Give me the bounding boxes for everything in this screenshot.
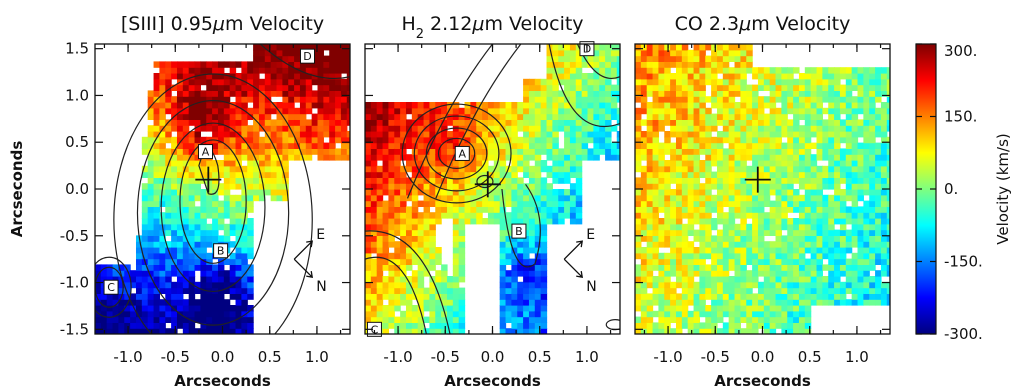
center-cross-mark <box>474 171 501 198</box>
axis-ticks <box>635 44 890 334</box>
velocity-panel-1: A B C D E N -1.0 -0.5 0.0 0.5 1.0 -1.5 -1.0 -0.5 0.0 0.… <box>60 13 351 390</box>
x-tick-label: -1.0 <box>113 348 142 366</box>
compass-east-label: E <box>316 227 325 243</box>
x-tick-label: 1.0 <box>845 348 869 366</box>
velocity-panel-3: -1.0 -0.5 0.0 0.5 1.0 Arcseconds CO 2.3μm Velo… <box>634 13 891 390</box>
y-tick-label: -1.0 <box>60 274 89 292</box>
colorbar-label: Velocity (km/s) <box>994 133 1012 244</box>
axis-ticks <box>95 44 350 334</box>
region-label-a: A <box>454 145 470 161</box>
velocity-map <box>95 44 350 334</box>
x-tick-label: 0.0 <box>751 348 775 366</box>
region-label-b: B <box>213 243 229 259</box>
region-label-d: D <box>300 48 315 64</box>
compass-east-label: E <box>586 227 595 243</box>
region-label-text: C <box>107 281 115 294</box>
x-tick-label: 0.0 <box>211 348 235 366</box>
x-tick-label: -0.5 <box>161 348 190 366</box>
y-axis-label: Arcseconds <box>8 141 26 238</box>
colorbar-tick-label: -300. <box>944 325 983 343</box>
x-tick-label: -1.0 <box>383 348 412 366</box>
region-label-c: C <box>103 279 119 295</box>
colorbar: 300. 150. 0. -150. -300. Velocity (km/s) <box>915 42 1012 343</box>
x-axis-label: Arcseconds <box>714 372 811 390</box>
region-label-b: B <box>511 223 527 239</box>
x-axis-label: Arcseconds <box>174 372 271 390</box>
panel-title: [SIII] 0.95μm Velocity <box>121 13 324 35</box>
panel-title: CO 2.3μm Velocity <box>675 13 851 35</box>
y-tick-label: 1.0 <box>65 86 89 104</box>
region-label-text: B <box>515 225 523 238</box>
velocity-map <box>635 44 890 334</box>
y-tick-label: 0.0 <box>65 180 89 198</box>
x-tick-label: -1.0 <box>653 348 682 366</box>
colorbar-tick-label: 150. <box>944 108 977 126</box>
y-tick-label: -1.5 <box>60 320 89 338</box>
region-label-text: B <box>217 245 225 258</box>
region-label-text: D <box>303 50 311 63</box>
colorbar-tick-label: 0. <box>944 180 958 198</box>
x-tick-label: 0.5 <box>528 348 552 366</box>
axis-ticks <box>365 44 620 334</box>
y-tick-label: -0.5 <box>60 227 89 245</box>
compass-north-label: N <box>586 279 596 295</box>
x-tick-label: 0.0 <box>481 348 505 366</box>
x-tick-label: -0.5 <box>431 348 460 366</box>
y-tick-label: 0.5 <box>65 133 89 151</box>
x-tick-label: 0.5 <box>798 348 822 366</box>
compass-arrows <box>563 240 584 278</box>
region-label-a: A <box>198 144 213 160</box>
intensity-contours <box>365 44 620 334</box>
colorbar-tick-label: -150. <box>944 253 983 271</box>
velocity-map <box>365 44 620 334</box>
x-tick-label: 0.5 <box>258 348 282 366</box>
colorbar-tick-label: 300. <box>944 42 977 60</box>
x-axis-label: Arcseconds <box>444 372 541 390</box>
region-label-text: A <box>459 147 467 160</box>
compass-north-label: N <box>316 279 326 295</box>
region-label-text: A <box>202 146 210 159</box>
x-tick-label: 1.0 <box>305 348 329 366</box>
x-tick-label: 1.0 <box>575 348 599 366</box>
center-cross-mark <box>195 166 222 193</box>
x-tick-label: -0.5 <box>701 348 730 366</box>
center-cross-mark <box>744 166 771 193</box>
region-label-text: C <box>371 323 379 336</box>
y-tick-label: 1.5 <box>65 40 89 58</box>
compass-arrows <box>293 240 314 278</box>
panel-title: H2 2.12μm Velocity <box>401 13 583 42</box>
